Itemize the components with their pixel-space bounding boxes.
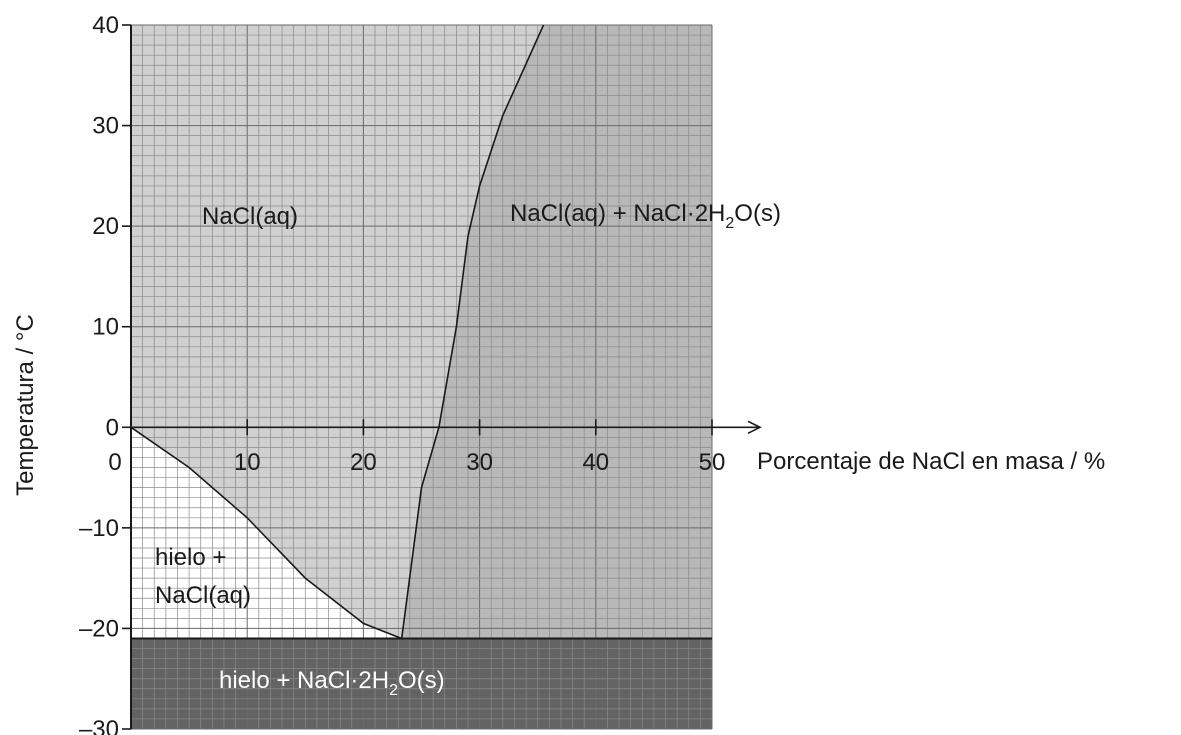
region-ice-liquid: [131, 427, 402, 639]
x-tick-label: 20: [350, 449, 377, 476]
y-tick-label: 40: [92, 12, 119, 39]
region-label-liquid-dihydrate-main: NaCl(aq) + NaCl·2H: [510, 200, 725, 227]
x-axis-arrow: [747, 420, 762, 435]
curves-layer: [130, 24, 712, 640]
region-label-ice-dihydrate: hielo + NaCl·2H2O(s): [219, 667, 445, 699]
grid-layer: [130, 24, 713, 730]
y-tick-label: 0: [106, 414, 119, 441]
region-label-liquid-dihydrate-sub: 2: [725, 215, 734, 232]
x-tick-label: 10: [234, 449, 261, 476]
y-tick-label: 20: [92, 213, 119, 240]
x-tick-label: 0: [108, 449, 121, 476]
x-axis-title: Porcentaje de NaCl en masa / %: [757, 448, 1105, 475]
region-label-liquid: NaCl(aq): [202, 203, 298, 230]
x-tick-label: 40: [582, 449, 609, 476]
x-tick-label: 30: [466, 449, 493, 476]
y-tick-label: 30: [92, 113, 119, 140]
y-tick-label: –20: [79, 615, 119, 642]
x-tick-label: 50: [699, 449, 726, 476]
ice-liquidus-curve: [130, 426, 402, 640]
region-label-ice-liquid-line2: NaCl(aq): [155, 582, 251, 609]
y-tick-label: 10: [92, 314, 119, 341]
y-axis-title: Temperatura / °C: [12, 314, 39, 496]
y-tick-label: –30: [79, 716, 119, 735]
region-label-ice-dihydrate-main: hielo + NaCl·2H: [219, 667, 389, 694]
region-label-ice-liquid-line1: hielo +: [155, 544, 226, 571]
dihydrate-solubility-curve: [400, 24, 545, 639]
region-label-liquid-dihydrate: NaCl(aq) + NaCl·2H2O(s): [510, 200, 781, 232]
y-tick-label: –10: [79, 515, 119, 542]
region-label-ice-dihydrate-tail: O(s): [398, 667, 445, 694]
region-label-ice-dihydrate-sub: 2: [389, 682, 398, 699]
region-label-liquid-dihydrate-tail: O(s): [734, 200, 781, 227]
axes-layer: 40 30 20 10 0 –10 –20 –30 0 10 20 30 40 50: [79, 12, 762, 735]
